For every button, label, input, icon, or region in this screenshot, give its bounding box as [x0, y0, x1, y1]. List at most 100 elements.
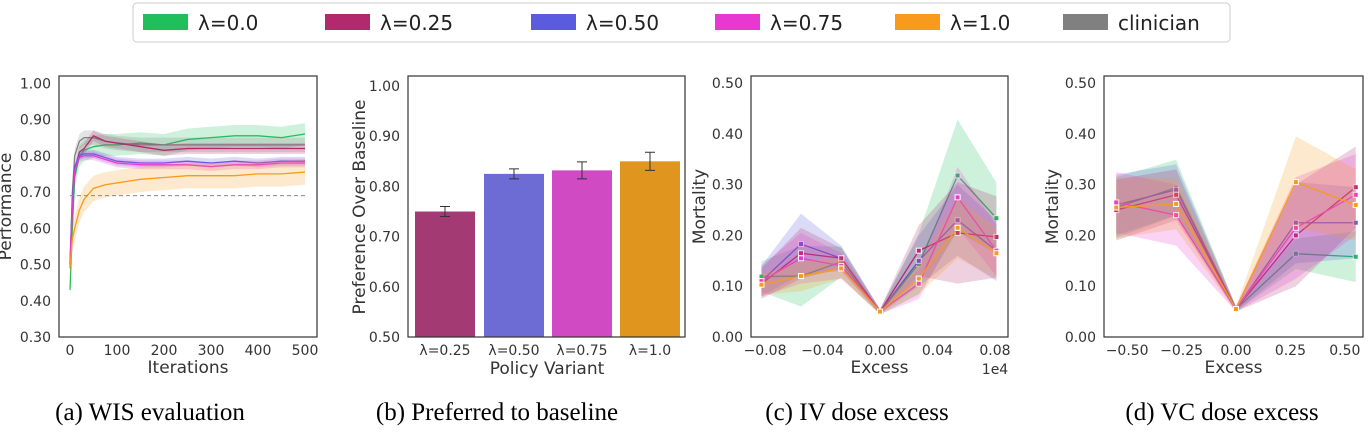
- y-tick-label: 0.10: [1065, 279, 1096, 295]
- bar: [415, 211, 475, 337]
- y-tick-label: 0.30: [20, 330, 51, 346]
- bar: [620, 161, 680, 337]
- x-tick-label: −0.25: [1160, 343, 1203, 359]
- data-point: [797, 255, 804, 262]
- legend-label: λ=1.0: [950, 11, 1010, 35]
- x-tick-label: λ=1.0: [629, 343, 671, 359]
- y-tick-label: 0.20: [712, 228, 743, 244]
- y-tick-label: 0.90: [369, 129, 400, 145]
- confidence-band: [70, 130, 305, 274]
- confidence-band: [761, 182, 997, 315]
- x-tick-label: λ=0.50: [488, 343, 539, 359]
- x-tick-label: 0.04: [922, 343, 953, 359]
- x-axis-label: Policy Variant: [490, 359, 605, 379]
- confidence-band: [761, 166, 997, 315]
- y-axis-label: Performance: [0, 153, 16, 261]
- x-tick-label: 0.50: [1329, 343, 1360, 359]
- x-tick-label: 0.00: [864, 343, 895, 359]
- data-point: [1173, 200, 1180, 207]
- legend-swatch: [1063, 14, 1108, 30]
- data-point: [1113, 204, 1120, 211]
- y-tick-label: 1.00: [369, 79, 400, 95]
- y-tick-label: 0.50: [369, 330, 400, 346]
- y-tick-label: 0.40: [1065, 127, 1096, 143]
- caption-c: (c) IV dose excess: [765, 399, 949, 426]
- y-tick-label: 0.50: [712, 76, 743, 92]
- x-tick-label: −0.04: [801, 343, 844, 359]
- caption-b: (b) Preferred to baseline: [376, 399, 618, 426]
- legend-swatch: [325, 14, 370, 30]
- legend-label: λ=0.75: [770, 11, 843, 35]
- data-point: [1292, 179, 1299, 186]
- series-line: [69, 171, 306, 269]
- error-bar: [440, 206, 450, 218]
- y-tick-label: 0.20: [1065, 228, 1096, 244]
- series-line: [69, 136, 305, 265]
- x-tick-label: −0.50: [1106, 343, 1149, 359]
- data-point: [797, 273, 804, 280]
- legend-swatch: [143, 14, 188, 30]
- confidence-band: [761, 184, 997, 315]
- series-line: [69, 153, 305, 265]
- data-point: [1292, 250, 1299, 257]
- data-point: [1292, 224, 1299, 231]
- series-line: [69, 155, 305, 265]
- data-point: [1352, 191, 1359, 198]
- data-point: [758, 281, 765, 288]
- x-tick-label: 500: [292, 343, 319, 359]
- confidence-band: [761, 119, 997, 315]
- bar: [484, 173, 544, 337]
- data-point: [954, 194, 961, 201]
- error-bar: [577, 161, 587, 180]
- y-tick-label: 0.80: [369, 179, 400, 195]
- data-point: [877, 308, 883, 315]
- data-point: [954, 224, 961, 231]
- confidence-band: [70, 159, 305, 281]
- caption-d: (d) VC dose excess: [1125, 399, 1318, 426]
- legend-swatch: [531, 14, 576, 30]
- plot-iv-dose-excess: 0.00 0.10 0.20 0.30 0.40 0.50 −0.08 −0.04 0.00 0.…: [690, 75, 1011, 378]
- y-tick-label: 0.40: [712, 127, 743, 143]
- y-tick-label: 0.40: [20, 294, 51, 310]
- confidence-band: [70, 123, 305, 301]
- data-point: [954, 172, 961, 179]
- data-point: [1292, 232, 1299, 239]
- y-tick-label: 0.70: [369, 230, 400, 246]
- data-point: [915, 275, 922, 282]
- y-tick-label: 0.30: [712, 178, 743, 194]
- x-scale-label: 1e4: [982, 362, 1009, 378]
- axes-frame: [750, 75, 1009, 338]
- y-tick-label: 0.60: [20, 221, 51, 237]
- legend-label: λ=0.50: [586, 11, 659, 35]
- y-tick-label: 0.70: [20, 185, 51, 201]
- error-bar: [509, 168, 519, 180]
- x-tick-label: 200: [151, 343, 178, 359]
- y-tick-label: 0.60: [369, 280, 400, 296]
- y-tick-label: 0.50: [1065, 76, 1096, 92]
- x-axis-label: Excess: [1204, 358, 1262, 378]
- data-point: [1352, 219, 1359, 226]
- data-point: [993, 233, 1000, 240]
- y-tick-label: 1.00: [20, 76, 51, 92]
- data-point: [993, 250, 1000, 257]
- data-point: [1352, 184, 1359, 191]
- y-tick-label: 0.00: [1065, 330, 1096, 346]
- axes-frame: [407, 75, 686, 338]
- legend-label: clinician: [1118, 11, 1200, 35]
- y-axis-label: Mortality: [1043, 169, 1063, 244]
- x-tick-label: 400: [245, 343, 272, 359]
- x-tick-label: 100: [104, 343, 131, 359]
- legend: λ=0.0 λ=0.25 λ=0.50 λ=0.75 λ=1.0 clinician: [132, 2, 1231, 43]
- plot-vc-dose-excess: 0.00 0.10 0.20 0.30 0.40 0.50 −0.50 −0.25 0.00 0.…: [1043, 75, 1364, 378]
- error-bar: [645, 151, 655, 171]
- data-point: [838, 255, 845, 262]
- y-tick-label: 0.00: [712, 330, 743, 346]
- confidence-band: [1116, 136, 1356, 312]
- bar: [552, 170, 612, 337]
- y-tick-label: 0.80: [20, 149, 51, 165]
- confidence-band: [1116, 146, 1356, 312]
- legend-swatch: [715, 14, 760, 30]
- y-tick-label: 0.30: [1065, 178, 1096, 194]
